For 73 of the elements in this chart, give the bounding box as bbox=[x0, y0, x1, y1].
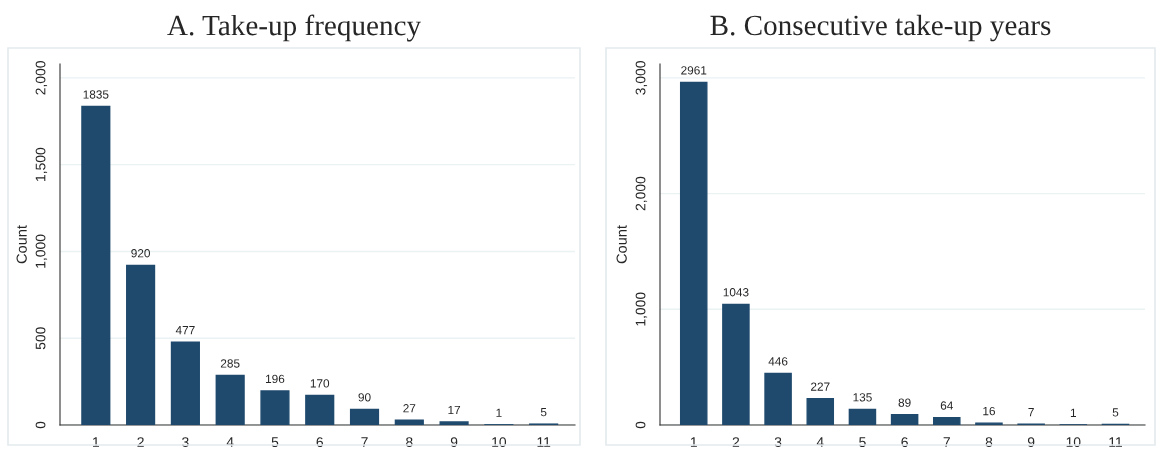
data-label: 477 bbox=[175, 326, 195, 335]
y-tick-label: 0 bbox=[35, 421, 46, 429]
y-tick-label: 1,000 bbox=[35, 234, 48, 268]
bar bbox=[439, 421, 469, 425]
x-tick-label: 11 bbox=[537, 437, 551, 447]
x-tick-label: 11 bbox=[1109, 437, 1123, 447]
chart-title: A. Take-up frequency bbox=[167, 14, 421, 42]
bar bbox=[170, 341, 200, 425]
data-label: 17 bbox=[448, 405, 461, 415]
y-tick-label: 2,000 bbox=[635, 176, 648, 211]
bar bbox=[848, 408, 877, 425]
y-tick-label: 1,000 bbox=[635, 292, 648, 326]
bar bbox=[890, 414, 919, 425]
data-label: 5 bbox=[540, 408, 547, 417]
data-label: 5 bbox=[1112, 408, 1119, 417]
bar bbox=[215, 374, 245, 425]
data-label: 27 bbox=[403, 404, 416, 413]
data-label: 64 bbox=[940, 401, 953, 410]
y-tick-label: 500 bbox=[35, 327, 46, 350]
x-tick-label: 6 bbox=[316, 437, 323, 448]
bar bbox=[933, 416, 961, 425]
data-label: 1835 bbox=[83, 90, 109, 99]
bar bbox=[260, 390, 290, 425]
bar bbox=[394, 419, 424, 425]
x-tick-label: 10 bbox=[492, 437, 507, 448]
data-label: 135 bbox=[853, 393, 872, 402]
x-tick-label: 9 bbox=[1027, 437, 1035, 448]
bar bbox=[764, 372, 792, 425]
x-tick-label: 5 bbox=[271, 437, 279, 448]
bar bbox=[806, 398, 835, 425]
x-tick-label: 5 bbox=[859, 437, 866, 448]
bar bbox=[679, 81, 708, 425]
x-tick-label: 7 bbox=[943, 437, 950, 447]
bar bbox=[305, 394, 335, 425]
data-label: 16 bbox=[983, 406, 995, 416]
data-label: 285 bbox=[220, 359, 240, 368]
data-label: 170 bbox=[310, 379, 330, 388]
x-tick-label: 8 bbox=[985, 437, 993, 448]
chart-title: B. Consecutive take-up years bbox=[710, 14, 1051, 42]
x-tick-label: 8 bbox=[406, 437, 413, 448]
data-label: 2961 bbox=[681, 66, 707, 75]
bar bbox=[81, 105, 111, 425]
bar bbox=[126, 264, 156, 425]
y-axis-title: Count bbox=[616, 225, 627, 264]
data-label: 196 bbox=[266, 374, 285, 384]
data-label: 89 bbox=[898, 398, 911, 407]
x-tick-label: 1 bbox=[690, 437, 697, 447]
data-label: 920 bbox=[131, 249, 150, 258]
y-tick-label: 0 bbox=[635, 421, 646, 429]
x-tick-label: 9 bbox=[450, 437, 458, 448]
x-tick-label: 2 bbox=[732, 437, 740, 447]
x-tick-label: 4 bbox=[816, 437, 824, 447]
x-tick-label: 6 bbox=[901, 437, 908, 448]
data-label: 7 bbox=[1028, 408, 1034, 417]
x-tick-label: 4 bbox=[226, 437, 234, 447]
data-label: 1 bbox=[1070, 408, 1077, 417]
y-tick-label: 2,000 bbox=[35, 61, 48, 95]
x-tick-label: 3 bbox=[182, 437, 189, 448]
data-label: 227 bbox=[811, 382, 830, 391]
x-tick-label: 2 bbox=[137, 437, 144, 447]
data-label: 1 bbox=[496, 408, 502, 417]
bar bbox=[349, 408, 380, 425]
x-tick-label: 7 bbox=[361, 437, 368, 447]
y-tick-label: 1,500 bbox=[35, 147, 48, 181]
x-tick-label: 3 bbox=[774, 437, 782, 448]
x-tick-label: 10 bbox=[1066, 437, 1081, 448]
y-axis-title: Count bbox=[16, 225, 27, 264]
y-tick-label: 3,000 bbox=[635, 61, 648, 95]
data-label: 1043 bbox=[723, 288, 749, 297]
data-label: 90 bbox=[358, 393, 371, 402]
data-label: 446 bbox=[768, 357, 788, 366]
x-tick-label: 1 bbox=[93, 437, 100, 447]
bar bbox=[722, 303, 750, 425]
